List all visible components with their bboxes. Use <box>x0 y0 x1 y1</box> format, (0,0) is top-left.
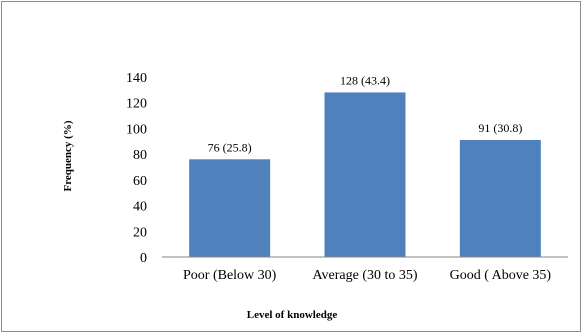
bar <box>189 159 271 257</box>
y-tick-label: 140 <box>126 71 147 86</box>
data-label: 91 (30.8) <box>478 121 522 135</box>
x-category-label: Poor (Below 30) <box>183 268 277 283</box>
bar <box>324 92 406 257</box>
y-tick-label: 40 <box>133 200 147 215</box>
y-tick-label: 120 <box>126 97 147 112</box>
x-axis-categories: Poor (Below 30) Average (30 to 35) Good ( … <box>183 268 551 283</box>
x-axis-title: Level of knowledge <box>247 309 338 321</box>
x-category-label: Good ( Above 35) <box>450 268 552 283</box>
y-tick-label: 20 <box>133 225 147 240</box>
y-axis-title: Frequency (%) <box>62 120 74 191</box>
bar <box>459 140 541 257</box>
y-tick-label: 100 <box>126 122 147 137</box>
y-tick-label: 80 <box>133 148 147 163</box>
x-category-label: Average (30 to 35) <box>312 268 417 283</box>
data-labels: 76 (25.8) 128 (43.4) 91 (30.8) <box>208 73 523 154</box>
data-label: 128 (43.4) <box>340 73 390 87</box>
y-tick-label: 0 <box>140 251 147 266</box>
y-axis-ticks: 0 20 40 60 80 100 120 140 <box>126 71 147 266</box>
y-tick-label: 60 <box>133 174 147 189</box>
bars <box>189 92 541 257</box>
data-label: 76 (25.8) <box>208 140 252 154</box>
